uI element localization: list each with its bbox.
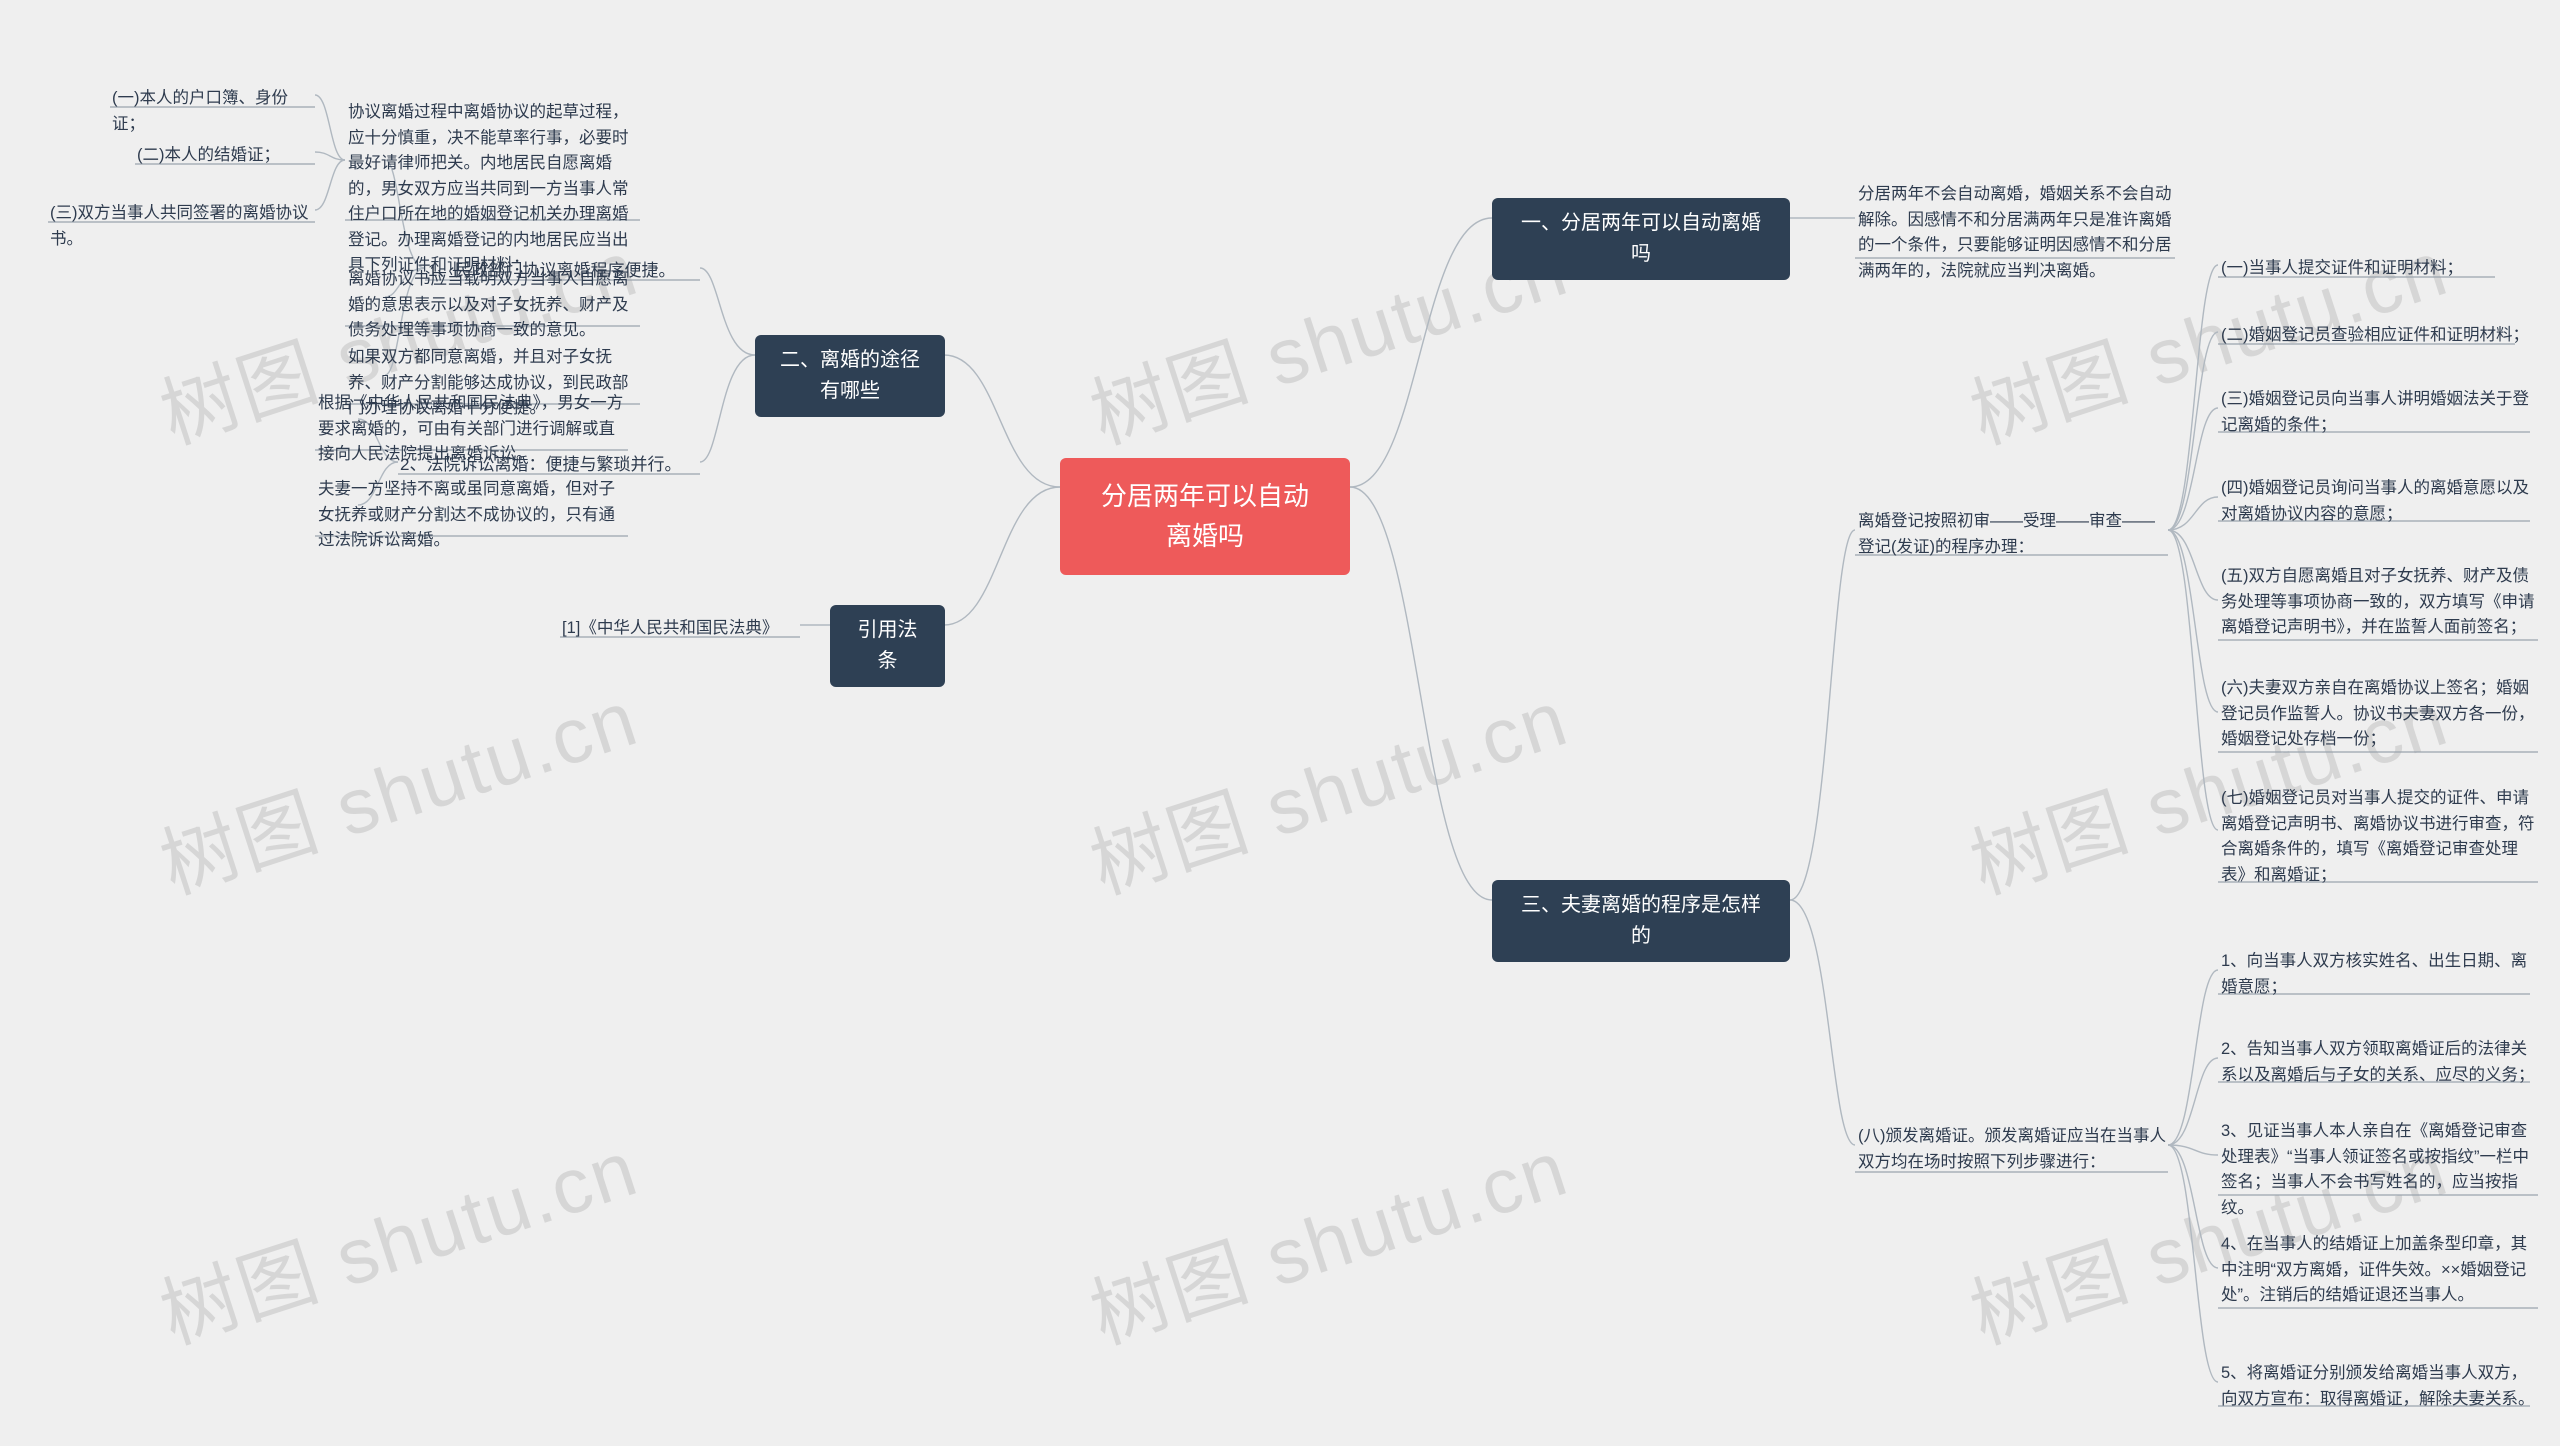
branch-1-leaf: 分居两年不会自动离婚，婚姻关系不会自动解除。因感情不和分居满两年只是准许离婚的一… [1858, 178, 2178, 288]
watermark: 树图 shutu.cn [1075, 656, 1580, 915]
g1-leaf-2: (二)婚姻登记员查验相应证件和证明材料； [2221, 319, 2541, 353]
g1-leaf-1: (一)当事人提交证件和证明材料； [2221, 252, 2541, 286]
g1-leaf-4: (四)婚姻登记员询问当事人的离婚意愿以及对离婚协议内容的意愿； [2221, 472, 2541, 531]
g2-leaf-4: 4、在当事人的结婚证上加盖条型印章，其中注明“双方离婚，证件失效。××婚姻登记处… [2221, 1228, 2541, 1313]
s1-p2: 离婚协议书应当载明双方当事人自愿离婚的意思表示以及对子女抚养、财产及债务处理等事… [348, 263, 640, 348]
s1-p1-leaf-3: (三)双方当事人共同签署的离婚协议书。 [50, 197, 317, 256]
watermark: 树图 shutu.cn [1075, 1106, 1580, 1365]
s2-leaf-1: 根据《中华人民共和国民法典》，男女一方要求离婚的，可由有关部门进行调解或直接向人… [318, 387, 628, 472]
branch-2: 二、离婚的途径有哪些 [755, 335, 945, 417]
branch-3: 三、夫妻离婚的程序是怎样的 [1492, 880, 1790, 962]
s2-leaf-2: 夫妻一方坚持不离或虽同意离婚，但对子女抚养或财产分割达不成协议的，只有通过法院诉… [318, 473, 628, 558]
branch-1: 一、分居两年可以自动离婚吗 [1492, 198, 1790, 280]
s1-p1: 协议离婚过程中离婚协议的起草过程，应十分慎重，决不能草率行事，必要时最好请律师把… [348, 96, 640, 283]
branch-ref: 引用法条 [830, 605, 945, 687]
watermark: 树图 shutu.cn [145, 656, 650, 915]
s1-p1-leaf-1: (一)本人的户口簿、身份证； [112, 82, 317, 141]
g2-leaf-1: 1、向当事人双方核实姓名、出生日期、离婚意愿； [2221, 945, 2541, 1004]
s1-p1-leaf-2: (二)本人的结婚证； [137, 139, 317, 173]
root-node: 分居两年可以自动离婚吗 [1060, 458, 1350, 575]
g1-leaf-6: (六)夫妻双方亲自在离婚协议上签名；婚姻登记员作监誓人。协议书夫妻双方各一份，婚… [2221, 672, 2541, 757]
g1-leaf-3: (三)婚姻登记员向当事人讲明婚姻法关于登记离婚的条件； [2221, 383, 2541, 442]
g1-leaf-5: (五)双方自愿离婚且对子女抚养、财产及债务处理等事项协商一致的，双方填写《申请离… [2221, 560, 2541, 645]
watermark: 树图 shutu.cn [145, 1106, 650, 1365]
g2-leaf-5: 5、将离婚证分别颁发给离婚当事人双方，向双方宣布：取得离婚证，解除夫妻关系。 [2221, 1357, 2541, 1416]
branch-3-group-2: (八)颁发离婚证。颁发离婚证应当在当事人双方均在场时按照下列步骤进行： [1858, 1120, 2168, 1179]
g1-leaf-7: (七)婚姻登记员对当事人提交的证件、申请离婚登记声明书、离婚协议书进行审查，符合… [2221, 782, 2541, 892]
g2-leaf-2: 2、告知当事人双方领取离婚证后的法律关系以及离婚后与子女的关系、应尽的义务； [2221, 1033, 2541, 1092]
ref-leaf: [1]《中华人民共和国民法典》 [562, 612, 802, 646]
g2-leaf-3: 3、见证当事人本人亲自在《离婚登记审查处理表》“当事人领证签名或按指纹”一栏中签… [2221, 1115, 2541, 1225]
branch-3-group-1: 离婚登记按照初审——受理——审查——登记(发证)的程序办理： [1858, 505, 2168, 564]
